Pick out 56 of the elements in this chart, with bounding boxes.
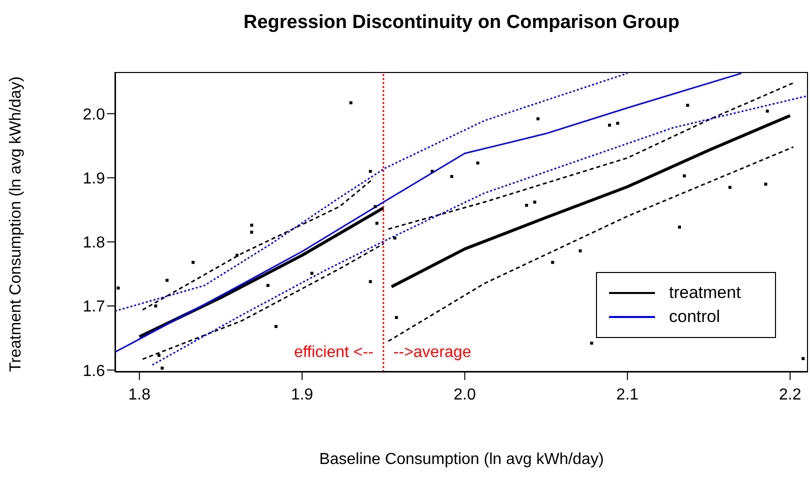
point <box>266 284 270 287</box>
point <box>764 182 768 186</box>
x-tick-label: 2.0 <box>454 386 476 404</box>
point <box>116 286 120 290</box>
point <box>310 272 314 275</box>
point <box>393 236 396 240</box>
point <box>686 104 690 107</box>
annotation: -->average <box>393 344 472 362</box>
point <box>682 174 686 178</box>
point <box>394 316 398 320</box>
point <box>678 226 681 229</box>
x-axis-title: Baseline Consumption (ln avg kWh/day) <box>319 451 604 468</box>
y-axis-title: Treatment Consumption (ln avg kWh/day) <box>8 76 25 372</box>
point <box>802 357 805 360</box>
point <box>368 170 372 173</box>
chart-title: Regression Discontinuity on Comparison Group <box>242 12 680 34</box>
x-tick-label: 1.9 <box>290 386 314 404</box>
annotation: efficient <-- <box>293 344 374 362</box>
legend-label: control <box>669 306 720 328</box>
point <box>590 342 594 345</box>
x-tick-label: 2.1 <box>616 386 639 404</box>
y-tick-label: 2.0 <box>82 106 106 124</box>
point <box>608 124 612 127</box>
legend-label: treatment <box>669 282 741 304</box>
point <box>375 222 378 225</box>
line-series <box>152 94 808 366</box>
point <box>192 260 195 264</box>
point <box>154 304 158 308</box>
point <box>533 200 536 204</box>
point <box>450 174 454 178</box>
point <box>236 254 239 257</box>
point <box>349 101 352 104</box>
point <box>476 162 480 165</box>
point <box>250 230 254 234</box>
point <box>525 204 528 207</box>
line-series <box>115 72 628 312</box>
point <box>578 249 582 252</box>
point <box>536 117 540 120</box>
x-tick-label: 1.8 <box>128 386 151 404</box>
point <box>430 170 434 173</box>
point <box>160 366 164 370</box>
point <box>728 186 732 189</box>
y-tick-label: 1.9 <box>82 170 106 188</box>
x-tick-label: 2.2 <box>778 386 802 404</box>
point <box>274 324 278 328</box>
y-tick-label: 1.7 <box>82 298 106 316</box>
point <box>250 224 254 227</box>
y-tick-label: 1.8 <box>82 234 106 252</box>
point <box>766 110 769 113</box>
point <box>374 205 377 208</box>
point <box>551 260 554 264</box>
point <box>166 278 169 282</box>
point <box>616 122 620 125</box>
y-tick-label: 1.6 <box>82 362 106 380</box>
point <box>368 280 372 284</box>
point <box>157 354 160 357</box>
